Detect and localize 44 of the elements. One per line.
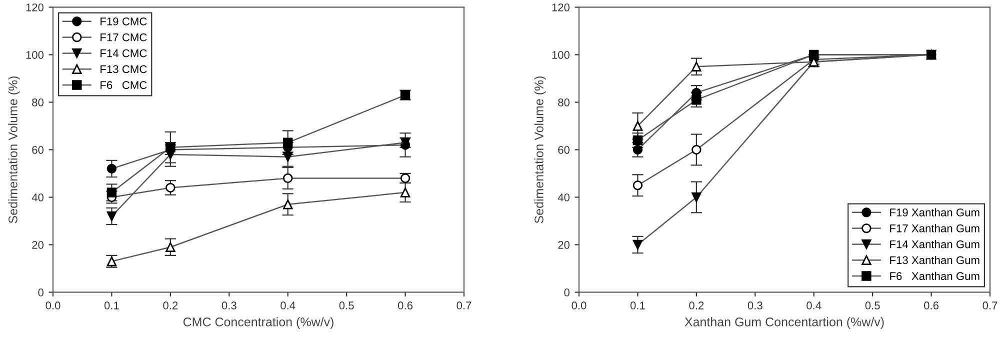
- x-axis-title: Xanthan Gum Concentartion (%w/v): [684, 317, 884, 329]
- x-tick-label: 0.7: [456, 302, 472, 310]
- legend-label: F14 Xanthan Gum: [890, 240, 980, 248]
- y-tick-label: 80: [32, 98, 44, 106]
- y-tick-label: 20: [32, 241, 44, 249]
- x-tick-label: 0.7: [982, 302, 998, 310]
- x-axis-title: CMC Concentration (%w/v): [183, 317, 334, 329]
- y-tick-label: 0: [38, 288, 44, 296]
- legend-label: F13 Xanthan Gum: [890, 256, 980, 264]
- y-tick-label: 100: [552, 50, 570, 59]
- x-tick-label: 0.3: [748, 302, 762, 310]
- x-tick-label: 0.1: [630, 302, 645, 310]
- y-tick-label: 120: [26, 3, 44, 12]
- y-tick-label: 120: [552, 3, 570, 12]
- y-axis-title: Sedimentation Volume (%): [8, 76, 20, 224]
- x-tick-label: 0.6: [924, 302, 939, 310]
- legend-label: F6 Xanthan Gum: [890, 272, 980, 280]
- y-tick-label: 40: [32, 193, 44, 202]
- x-tick-label: 0.2: [163, 302, 178, 310]
- y-tick-label: 40: [558, 193, 570, 202]
- y-tick-label: 0: [564, 288, 570, 296]
- y-tick-label: 60: [32, 146, 44, 154]
- legend-label: F13 CMC: [100, 65, 147, 74]
- y-tick-label: 100: [26, 50, 44, 59]
- x-tick-label: 0.4: [806, 302, 822, 310]
- legend-label: F19 CMC: [100, 17, 147, 26]
- y-tick-label: 20: [558, 241, 570, 249]
- y-tick-label: 60: [558, 146, 570, 154]
- x-tick-label: 0.2: [689, 302, 704, 310]
- x-tick-label: 0.4: [280, 302, 296, 310]
- legend-label: F14 CMC: [100, 49, 147, 58]
- legend-label: F17 CMC: [100, 33, 147, 42]
- y-tick-label: 80: [558, 98, 570, 106]
- y-axis-title: Sedimentation Volume (%): [534, 76, 546, 224]
- x-tick-label: 0.1: [104, 302, 119, 310]
- x-tick-label: 0.3: [222, 302, 236, 310]
- x-tick-label: 0.0: [46, 302, 60, 310]
- legend-label: F19 Xanthan Gum: [890, 208, 980, 216]
- x-tick-label: 0.5: [339, 302, 354, 310]
- x-tick-label: 0.6: [398, 302, 413, 310]
- legend-label: F17 Xanthan Gum: [890, 224, 980, 232]
- legend-label: F6 CMC: [100, 81, 147, 90]
- x-tick-label: 0.0: [572, 302, 586, 310]
- x-tick-label: 0.5: [865, 302, 880, 310]
